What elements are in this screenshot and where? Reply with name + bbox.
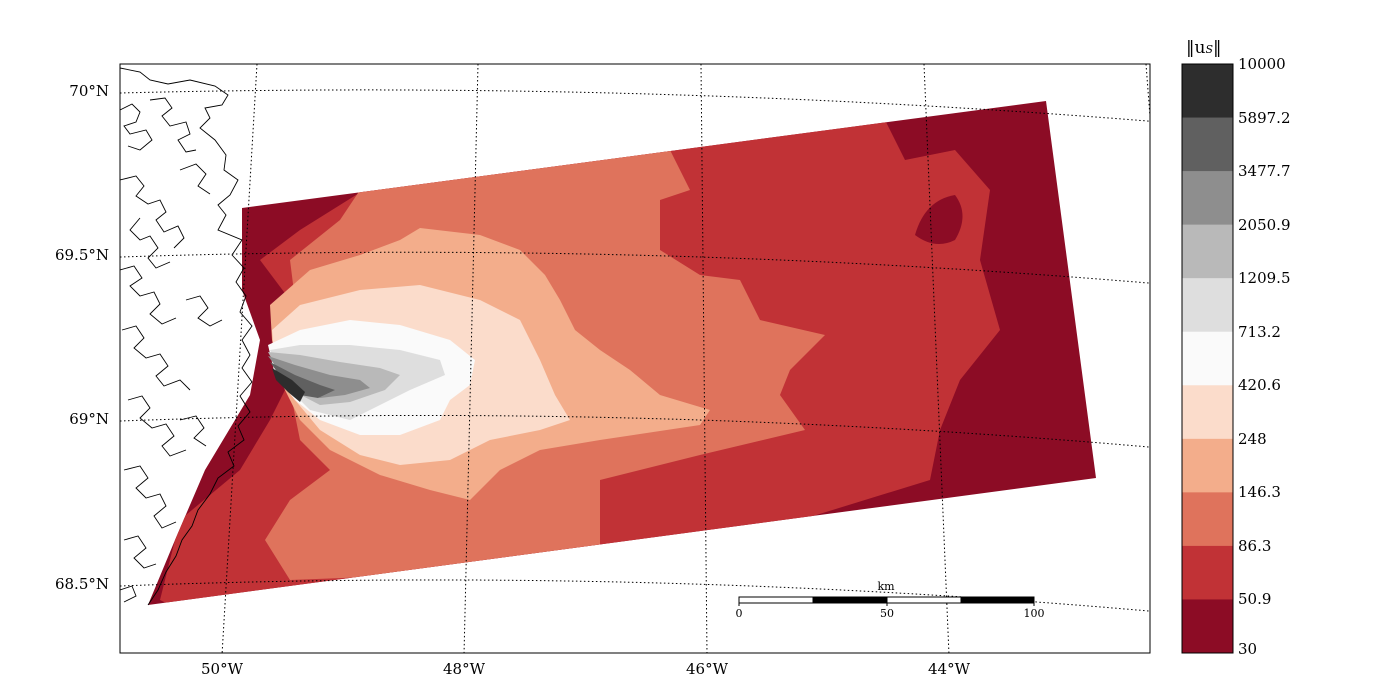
meridian-48W bbox=[463, 64, 479, 653]
colorbar-level-label: 1209.5 bbox=[1238, 269, 1291, 288]
lon-label-48w: 48°W bbox=[442, 660, 486, 678]
colorbar-level-label: 30 bbox=[1238, 640, 1258, 658]
colorbar-frame bbox=[1181, 63, 1234, 654]
colorbar-swatch bbox=[1182, 492, 1233, 547]
colorbar-level-label: 50.9 bbox=[1238, 590, 1272, 609]
parallel-70N bbox=[120, 89, 1150, 122]
colorbar-swatch bbox=[1182, 599, 1233, 654]
lon-label-50w: 50°W bbox=[200, 660, 244, 678]
colorbar-swatch bbox=[1182, 171, 1233, 226]
lat-label-70n: 70°N bbox=[69, 82, 109, 100]
colorbar-level-label: 2050.9 bbox=[1238, 215, 1291, 234]
scalebar-tick-50: 50 bbox=[880, 607, 894, 620]
parallel-69-5N bbox=[120, 251, 1150, 284]
contour-30-pocket bbox=[915, 195, 963, 244]
coastline bbox=[120, 67, 253, 606]
colorbar-title-sub: S bbox=[1205, 43, 1213, 56]
parallel-69N bbox=[120, 414, 1150, 448]
colorbar-level-label: 713.2 bbox=[1238, 322, 1281, 341]
colorbar-title: ‖uS‖ bbox=[1186, 38, 1222, 58]
scalebar-unit: km bbox=[877, 580, 895, 593]
colorbar-title-main: ‖u bbox=[1186, 38, 1206, 58]
colorbar-swatch bbox=[1182, 224, 1233, 279]
scalebar-tick-0: 0 bbox=[735, 607, 743, 620]
meridian-50W bbox=[221, 64, 258, 653]
colorbar-swatch bbox=[1182, 545, 1233, 600]
contour-5897.2 bbox=[272, 368, 305, 402]
contour-2050.9 bbox=[268, 356, 370, 398]
lon-label-44w: 44°W bbox=[927, 660, 971, 678]
colorbar-level-label: 420.6 bbox=[1238, 376, 1281, 395]
velocity-field bbox=[148, 101, 1096, 605]
colorbar-level-label: 86.3 bbox=[1238, 536, 1272, 555]
colorbar-level-label: 248 bbox=[1238, 429, 1267, 448]
colorbar-swatch bbox=[1182, 438, 1233, 493]
lat-label-68-5n: 68.5°N bbox=[54, 575, 109, 593]
colorbar-level-label: 3477.7 bbox=[1238, 162, 1291, 181]
scalebar-tick-100: 100 bbox=[1023, 607, 1045, 620]
colorbar bbox=[1181, 63, 1234, 654]
colorbar-swatch bbox=[1182, 117, 1233, 172]
meridian-44W bbox=[923, 64, 950, 653]
lon-label-46w: 46°W bbox=[685, 660, 729, 678]
scale-bar bbox=[738, 596, 1035, 606]
lat-label-69n: 69°N bbox=[69, 410, 109, 428]
colorbar-level-label: 5897.2 bbox=[1238, 108, 1291, 127]
colorbar-level-label: 146.3 bbox=[1238, 483, 1281, 502]
colorbar-title-end: ‖ bbox=[1213, 38, 1222, 58]
lat-label-69-5n: 69.5°N bbox=[54, 246, 109, 264]
colorbar-swatch bbox=[1182, 64, 1233, 119]
meridian-46W bbox=[700, 64, 708, 653]
contour-3477.7 bbox=[270, 362, 335, 398]
colorbar-level-label: 10000 bbox=[1238, 55, 1286, 73]
colorbar-swatch bbox=[1182, 331, 1233, 386]
map-frame bbox=[119, 63, 1151, 654]
colorbar-swatch bbox=[1182, 278, 1233, 333]
colorbar-swatch bbox=[1182, 385, 1233, 440]
